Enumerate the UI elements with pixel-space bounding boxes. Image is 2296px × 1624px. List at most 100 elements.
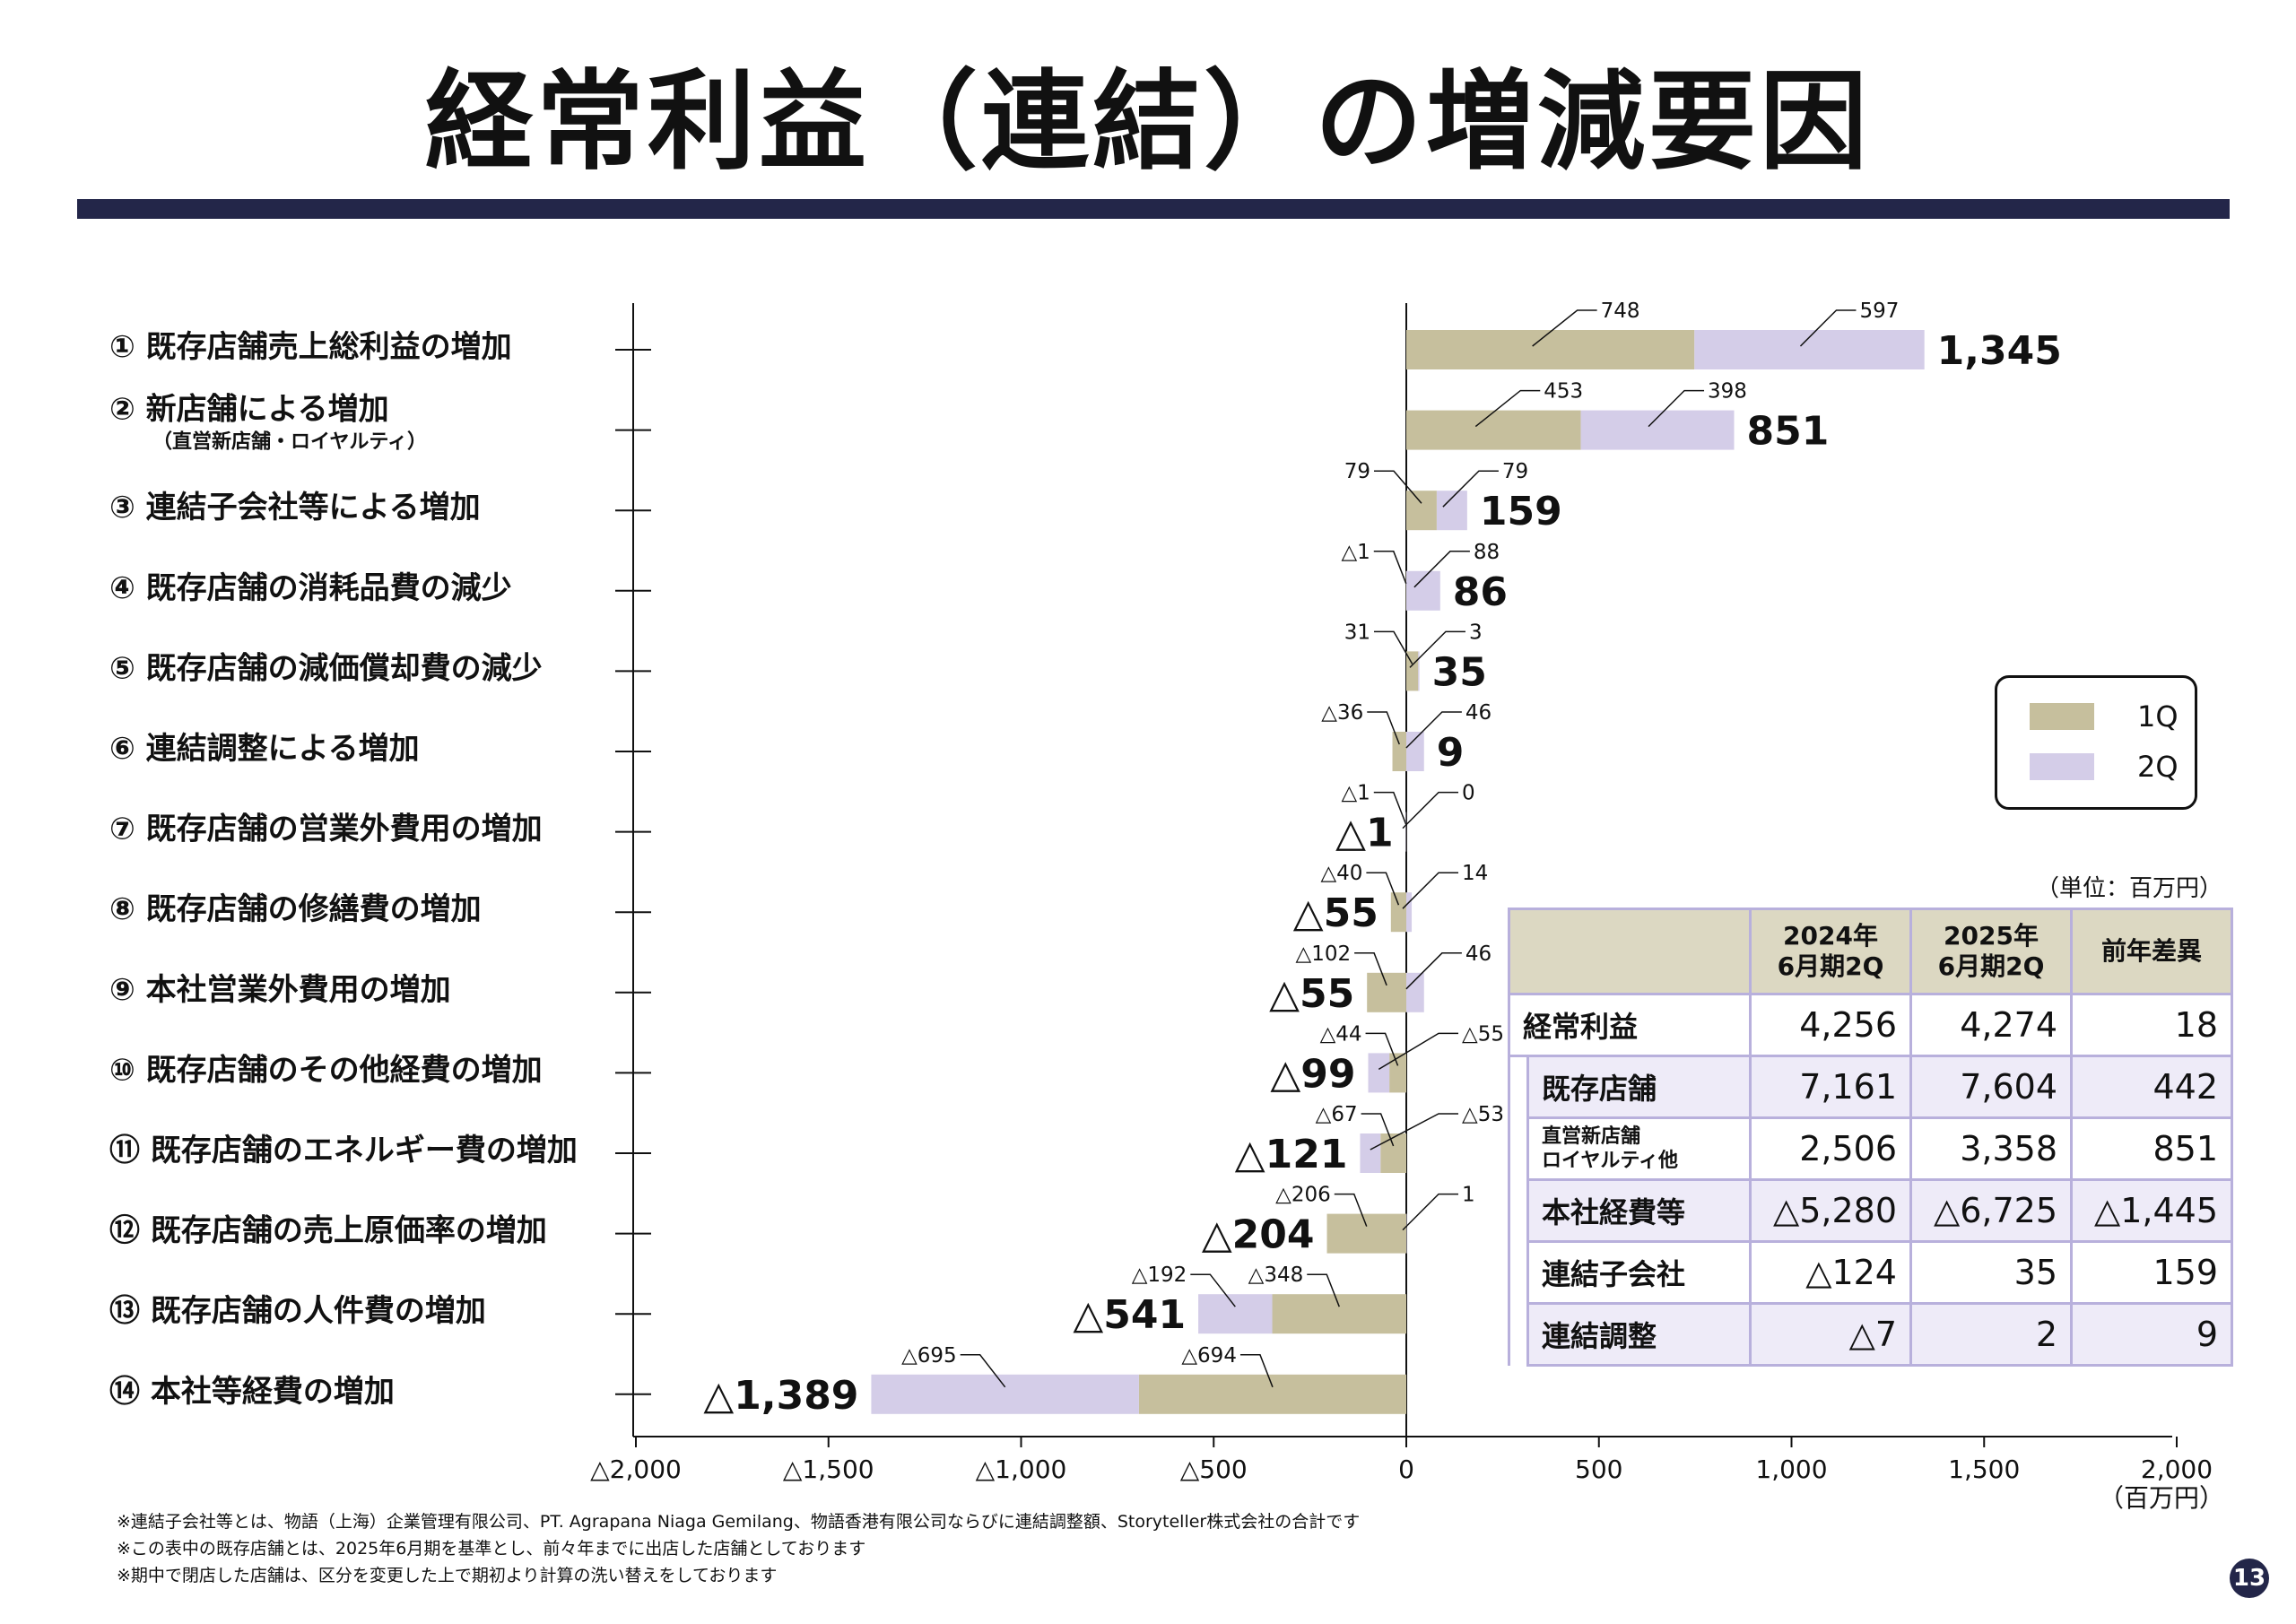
table-row: 連結調整 △7 2 9 [1508,1302,2233,1367]
table-indent [1508,1241,1529,1304]
table-cell: 7,604 [1909,1055,2073,1119]
bar-segment-2q [1694,330,1925,369]
callout-line-2q [1402,872,1458,909]
table-header-diff-text: 前年差異 [2100,936,2202,966]
callout-line-2q [1409,630,1465,668]
category-label: ① 既存店舗売上総利益の増加 [109,329,512,365]
page-title: 経常利益（連結）の増減要因 [425,60,1871,185]
bar-segment-2q [1406,570,1440,611]
data-label-1q: 453 [1544,380,1583,404]
callout-line-1q [1474,389,1541,428]
data-label-2q: 3 [1469,621,1483,644]
category-label: ⑦ 既存店舗の営業外費用の増加 [109,812,543,847]
callout-line-1q [1373,791,1407,825]
table-indent [1508,1179,1529,1242]
callout-line-2q [1799,309,1857,347]
bar-segment-2q [1580,410,1735,450]
chart-legend: 1Q 2Q [1995,675,2197,810]
category-label: ⑧ 既存店舗の修繕費の増加 [109,891,482,927]
bar-segment-1q [1406,330,1695,369]
category-sublabel: （直営新店舗・ロイヤルティ） [152,430,427,454]
data-label-2q: △695 [901,1344,957,1368]
total-label: 1,345 [1937,328,2062,374]
data-label-2q: 88 [1474,541,1500,564]
table-unit-note: （単位：百万円） [2036,875,2223,902]
total-label: 851 [1747,409,1830,455]
category-label: ⑭ 本社等経費の増加 [109,1374,395,1410]
data-label-1q: △40 [1320,862,1362,885]
legend-label-1q: 1Q [2137,699,2179,734]
page-number-badge: 13 [2230,1559,2269,1598]
callout-line-2q [1405,711,1462,749]
table-row: 本社経費等 △5,280 △6,725 △1,445 [1508,1178,2233,1243]
data-label-1q: △1 [1341,782,1370,805]
table-cell: 851 [2070,1116,2233,1181]
x-tick-label: △2,000 [590,1455,682,1484]
callout-line-1q [1307,1273,1340,1307]
table-cell: 2,506 [1749,1116,1912,1181]
total-label: △99 [1270,1051,1355,1097]
table-indent [1508,1303,1529,1366]
table-header-diff: 前年差異 [2070,908,2233,995]
footnote: ※連結子会社等とは、物語（上海）企業管理有限公司、PT. Agrapana Ni… [117,1512,1361,1532]
bar-segment-1q [1406,491,1437,531]
total-label: △541 [1073,1292,1186,1338]
callout-line-1q [1373,551,1407,585]
bar-segment-2q [1368,1053,1390,1093]
bar-segment-1q [1406,410,1581,450]
table-header-2025: 2025年 6月期2Q [1909,908,2073,995]
table-row-label: 経常利益 [1508,993,1752,1057]
data-label-2q: △55 [1462,1022,1504,1046]
callout-line-2q [1442,470,1499,508]
data-label-2q: 46 [1465,701,1492,725]
bar-segment-2q [1406,732,1424,771]
data-label-2q: 46 [1465,942,1492,966]
category-label: ⑩ 既存店舗のその他経費の増加 [109,1052,543,1088]
bar-segment-1q [1367,972,1406,1012]
table-cell: 18 [2070,993,2233,1057]
data-label-1q: 31 [1344,621,1370,644]
table-cell: △6,725 [1909,1178,2073,1243]
bar-segment-2q [1198,1294,1273,1334]
total-label: △55 [1269,971,1354,1017]
category-label: ⑥ 連結調整による増加 [109,731,420,767]
table-cell: 159 [2070,1240,2233,1305]
data-label-1q: △44 [1320,1022,1362,1046]
bar-segment-1q [1380,1133,1406,1173]
callout-line-2q [1378,1032,1458,1071]
data-label-1q: △36 [1321,701,1363,725]
callout-line-2q [1405,952,1462,990]
data-label-1q: △1 [1341,541,1370,564]
table-cell: △7 [1749,1302,1912,1367]
total-label: 35 [1432,649,1487,695]
callout-line-2q [1190,1273,1236,1307]
category-label: ⑤ 既存店舗の減価償却費の減少 [109,650,543,686]
x-tick-label: 1,000 [1755,1455,1827,1484]
table-cell: △124 [1749,1240,1912,1305]
callout-line-1q [1367,711,1400,745]
bar-segment-1q [1392,732,1406,771]
total-label: △55 [1293,890,1378,936]
data-label-2q: 398 [1708,380,1747,404]
bar-segment-2q [1406,892,1413,933]
table-row-label: 本社経費等 [1526,1178,1752,1243]
table-header-2024: 2024年 6月期2Q [1749,908,1912,995]
x-tick-label: △1,500 [783,1455,874,1484]
total-label: 9 [1437,730,1465,776]
table-cell: 7,161 [1749,1055,1912,1119]
data-label-1q: △206 [1275,1184,1331,1207]
table-header-2024-text: 2024年 6月期2Q [1777,921,1884,981]
bar-segment-2q [1418,651,1420,691]
data-label-2q: 0 [1462,782,1475,805]
table-header-blank [1508,908,1752,995]
legend-item-1q: 1Q [2030,699,2179,734]
callout-line-2q [1402,791,1458,829]
callout-line-1q [1374,630,1413,664]
callout-line-2q [960,1354,1006,1388]
table-row-label: 連結子会社 [1526,1240,1752,1305]
table-cell: 35 [1909,1240,2073,1305]
callout-line-1q [1239,1354,1274,1388]
bar-segment-2q [871,1374,1139,1414]
legend-swatch-1q [2030,703,2094,730]
